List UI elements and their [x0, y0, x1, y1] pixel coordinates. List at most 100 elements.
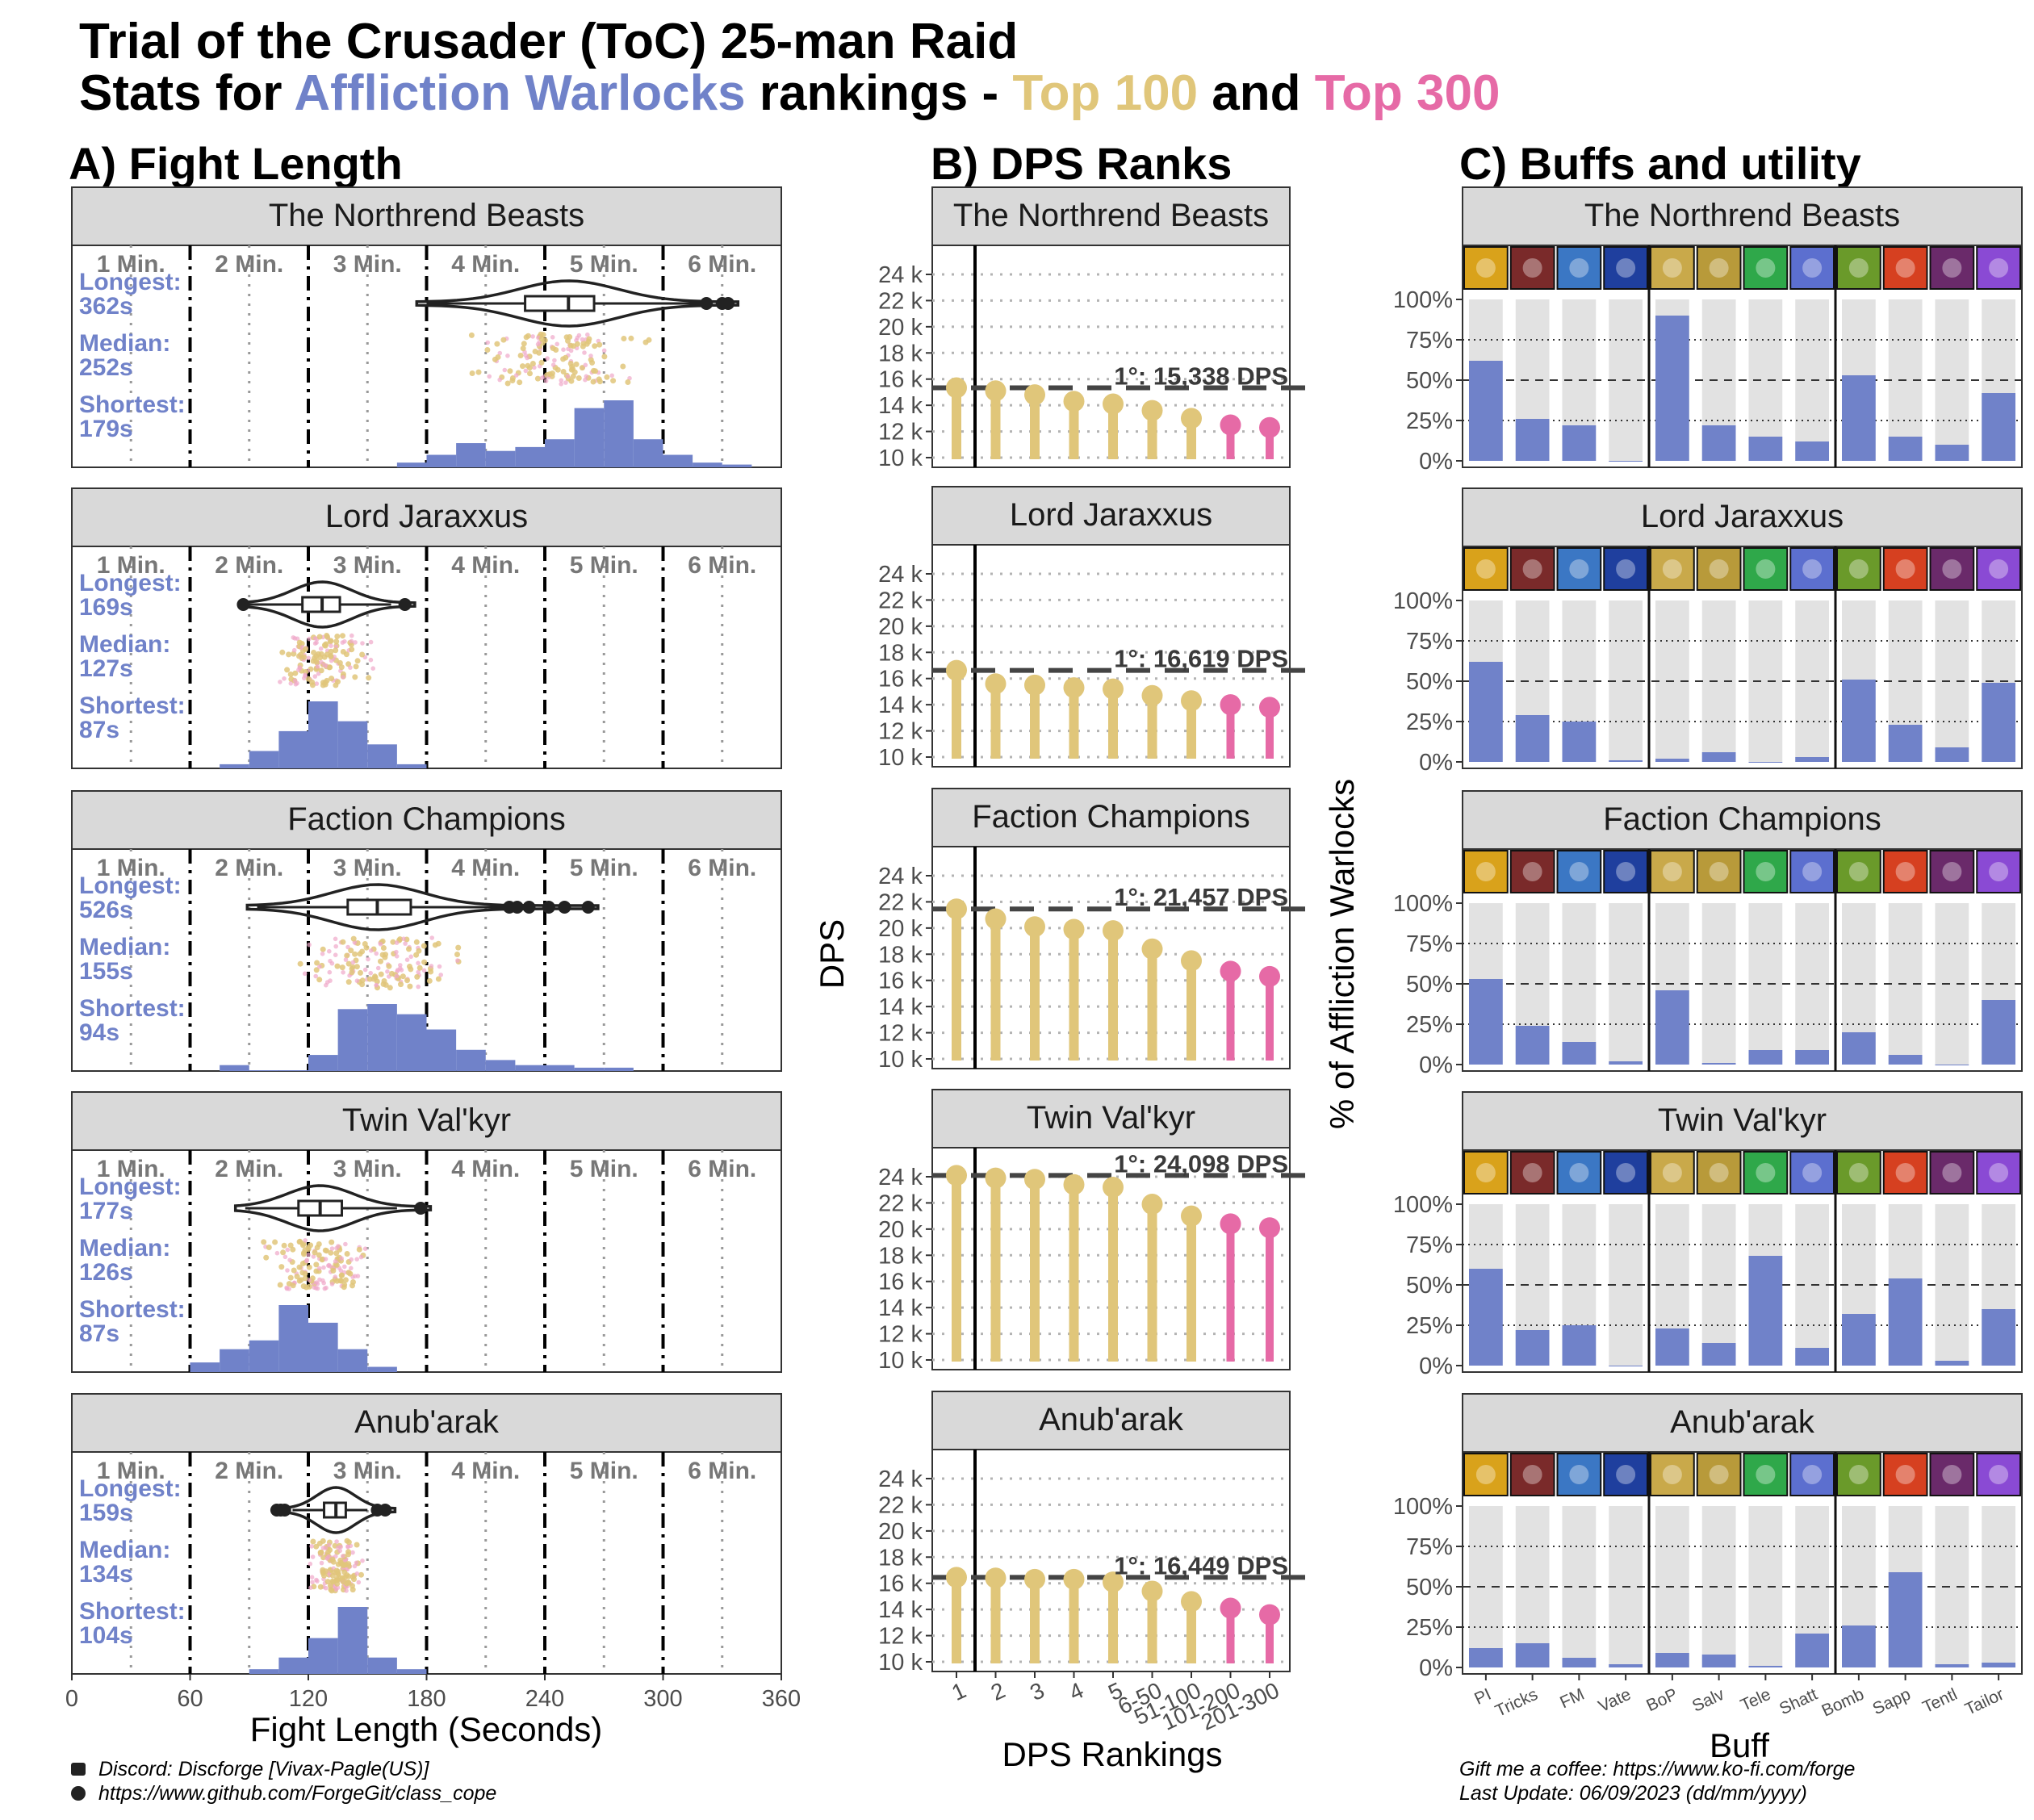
a-violin	[415, 279, 740, 328]
a-stat-value: 252s	[79, 354, 133, 381]
a-xlabel: Fight Length (Seconds)	[250, 1710, 603, 1748]
a-hist-bar	[220, 1349, 249, 1372]
title-mid: rankings -	[746, 65, 1013, 121]
c-bar	[1655, 1328, 1689, 1366]
shattering-throw-icon-glow	[1802, 862, 1823, 881]
c-ytick-label: 25%	[1406, 1615, 1453, 1641]
c-plot-area	[1462, 546, 2023, 769]
a-jitter-point	[349, 1266, 354, 1271]
a-jitter-point	[583, 362, 588, 368]
a-jitter-point	[416, 984, 421, 989]
a-jitter-point	[329, 1578, 336, 1584]
b-ytick-label: 22 k	[878, 889, 923, 915]
a-outlier	[558, 901, 571, 914]
c-bar	[1515, 1330, 1550, 1366]
c-xtick-label: Tentl	[1920, 1685, 1961, 1717]
c-bar	[1935, 1361, 1969, 1366]
c-bar	[1842, 680, 1876, 762]
b-ytick-label: 16 k	[878, 667, 923, 692]
footer-coffee[interactable]: Gift me a coffee: https://www.ko-fi.com/…	[1459, 1758, 1855, 1780]
title-line1: Trial of the Crusader (ToC) 25-man Raid	[79, 14, 1018, 69]
c-ytick-label: 25%	[1406, 1313, 1453, 1339]
a-hist-bar	[249, 1070, 279, 1071]
a-jitter-point	[320, 1278, 325, 1283]
shattering-throw-icon	[1789, 850, 1835, 893]
focus-magic-icon	[1556, 547, 1602, 591]
a-jitter-point	[296, 1278, 303, 1284]
a-jitter-point	[521, 341, 527, 347]
c-bar	[1795, 1634, 1829, 1667]
footer-github[interactable]: https://www.github.com/ForgeGit/class_co…	[98, 1782, 496, 1805]
a-hist-bar	[308, 1055, 338, 1071]
title-prefix: Stats for	[79, 65, 294, 121]
a-jitter-point	[343, 957, 349, 962]
a-minute-label: 1 Min.	[97, 1458, 165, 1484]
b-lollipop-head	[1103, 678, 1124, 700]
a-jitter-point	[312, 674, 318, 679]
b-lollipop-head	[1141, 1194, 1163, 1215]
a-outlier	[510, 901, 524, 914]
a-jitter-point	[334, 1245, 339, 1251]
a-jitter-point	[550, 335, 555, 340]
a-jitter-point	[592, 343, 598, 349]
a-jitter-point	[326, 1542, 332, 1548]
b-xlabel: DPS Rankings	[1002, 1735, 1222, 1773]
a-jitter-point	[534, 375, 541, 382]
a-jitter-point	[330, 1559, 337, 1565]
b-ytick-label: 22 k	[878, 588, 923, 613]
a-jitter-point	[290, 1246, 296, 1253]
c-facet: The Northrend Beasts 0% 25% 50% 75% 100%	[1393, 186, 2023, 475]
b-strip-label: Anub'arak	[1039, 1402, 1184, 1437]
a-xtick-label: 0	[65, 1686, 78, 1712]
a-jitter-point	[352, 951, 358, 957]
a-jitter-point	[387, 985, 393, 991]
b-strip	[931, 788, 1291, 847]
a-stat-label: Median:	[79, 934, 170, 960]
a-jitter-point	[520, 345, 526, 352]
hand-of-protection-icon	[1650, 547, 1695, 591]
a-jitter-point	[404, 957, 410, 962]
a-minute-label: 5 Min.	[570, 855, 638, 881]
a-jitter-point	[429, 964, 434, 969]
tentacle-icon	[1929, 850, 1975, 893]
a-jitter-point	[316, 1241, 322, 1247]
a-jitter-point	[345, 1539, 352, 1546]
a-jitter-point	[517, 353, 524, 358]
b-lollipop-head	[1220, 694, 1241, 716]
a-xtick-label: 360	[762, 1686, 801, 1712]
tricks-icon	[1509, 1453, 1555, 1496]
b-lollipop-head	[1024, 916, 1045, 938]
c-bar	[1515, 1643, 1550, 1667]
c-bar	[1795, 757, 1829, 762]
a-jitter-point	[408, 966, 414, 973]
a-minute-label: 2 Min.	[215, 552, 283, 579]
a-hist-bar	[545, 1065, 575, 1071]
c-bar	[1469, 662, 1503, 762]
a-minute-label: 3 Min.	[333, 251, 402, 278]
tricks-icon	[1509, 246, 1555, 290]
a-jitter-point	[432, 942, 438, 948]
a-jitter-point	[281, 1242, 287, 1249]
a-jitter-point	[567, 342, 574, 349]
innervate-icon-glow	[1616, 258, 1636, 278]
a-jitter-point	[416, 964, 423, 971]
sapper-icon	[1882, 246, 1928, 290]
a-jitter-point	[316, 1266, 322, 1271]
a-hist-bar	[367, 1657, 397, 1674]
a-jitter-point	[303, 672, 308, 677]
a-jitter-point	[294, 1274, 300, 1280]
a-jitter-point	[454, 952, 460, 957]
b-lollipop-head	[1259, 416, 1280, 438]
a-jitter-point	[421, 959, 428, 965]
a-jitter-point	[362, 967, 368, 973]
b-lollipop-head	[1259, 697, 1280, 718]
b-ytick-label: 10 k	[878, 1047, 923, 1073]
a-jitter-point	[333, 682, 339, 688]
tricks-icon-glow	[1522, 862, 1542, 881]
b-lollipop-head	[1141, 1580, 1163, 1602]
a-jitter-point	[329, 1246, 335, 1251]
c-xtick-label: Shatt	[1777, 1685, 1820, 1719]
a-jitter-point	[340, 1562, 346, 1568]
b-lollipop-head	[1063, 1174, 1085, 1195]
a-jitter-point	[329, 1588, 335, 1594]
